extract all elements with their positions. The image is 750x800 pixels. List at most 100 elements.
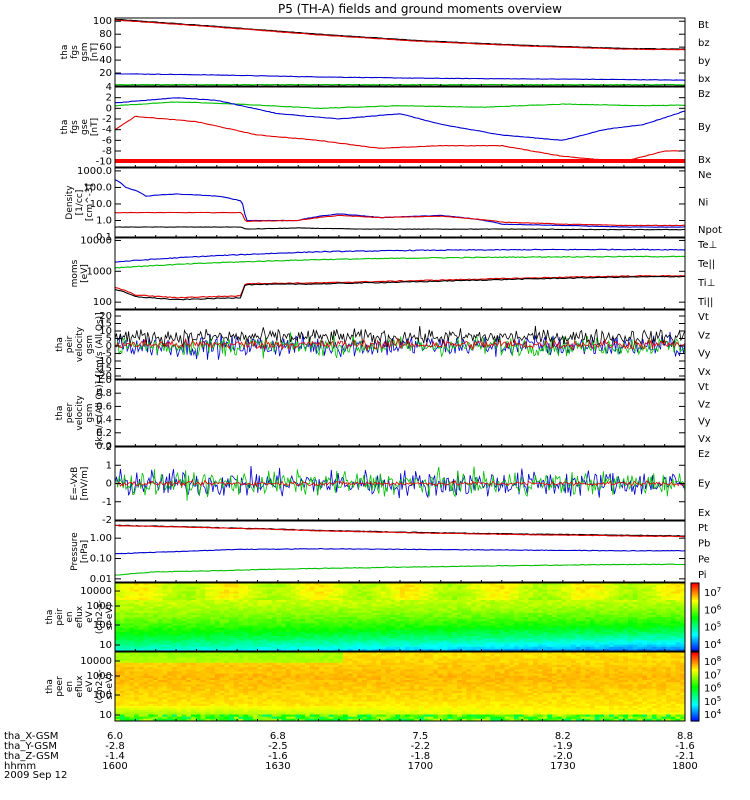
colorbar-step — [691, 583, 699, 586]
y-axis-label: moms — [70, 259, 80, 287]
colorbar-step — [691, 628, 699, 632]
y-axis-label: [km/s (All Qs)] — [95, 312, 105, 376]
x-row-label: hhmm — [4, 761, 36, 772]
y-axis-label: tha — [60, 120, 70, 135]
legend-entry: Ni — [698, 198, 708, 209]
legend-entry: Npot — [698, 225, 722, 236]
y-tick-label: -5 — [102, 349, 112, 360]
spectrogram-image — [115, 652, 685, 721]
y-tick-label: 0.2 — [96, 428, 112, 439]
colorbar-step — [691, 702, 699, 705]
y-tick-label: -20 — [96, 371, 112, 382]
legend-entry: Ne — [698, 170, 712, 181]
legend-entry: Ey — [698, 479, 710, 490]
colorbar-step — [691, 598, 699, 601]
y-tick-label: -1 — [102, 497, 112, 508]
colorbar-step — [691, 593, 699, 596]
colorbar-label: 104 — [704, 638, 722, 651]
colorbar-step — [691, 640, 699, 644]
colorbar-step — [691, 681, 699, 684]
y-axis-label: sr-eV) — [105, 604, 115, 630]
y-tick-label: 1000.0 — [77, 166, 112, 177]
y-tick-label: 1.0 — [96, 375, 112, 386]
legend-entry: Pi — [698, 570, 707, 581]
y-tick-label: 1000 — [87, 601, 112, 612]
y-tick-label: -15 — [96, 364, 112, 375]
y-tick-label: 0.8 — [96, 388, 112, 399]
colorbar-step — [691, 695, 699, 698]
colorbar-step — [691, 634, 699, 637]
series-ne-line — [115, 211, 685, 227]
y-axis-label: tha — [55, 406, 65, 421]
y-tick-label: 80 — [99, 29, 112, 40]
series-bx-line — [115, 73, 685, 81]
x-row-value: -1.4 — [105, 751, 125, 762]
series-pe-line — [115, 563, 685, 576]
x-row-label: tha_X-GSM — [4, 731, 58, 742]
x-row-value: 8.8 — [677, 731, 693, 742]
legend-entry: Ez — [698, 449, 710, 460]
y-axis-label: eflux — [75, 675, 85, 698]
colorbar-step — [691, 632, 699, 635]
colorbar-step — [691, 690, 699, 693]
x-row-value: -2.0 — [553, 751, 573, 762]
colorbar-step — [691, 611, 699, 615]
series-ey-line — [115, 466, 685, 501]
colorbar-label: 108 — [704, 655, 721, 668]
y-axis-label: velocity — [75, 326, 85, 362]
spectrogram-image — [115, 583, 685, 651]
colorbar-step — [691, 588, 699, 591]
y-tick-label: 1.0 — [96, 215, 112, 226]
x-row-label: tha_Y-GSM — [4, 741, 57, 752]
y-axis-label: peer — [65, 402, 75, 423]
x-row-value: -1.8 — [411, 751, 431, 762]
colorbar-step — [691, 647, 699, 650]
panel-8: 0.01 0.10 1.00 Pressure [nPa] Pt Pb Pe Pi — [70, 520, 710, 585]
colorbar-step — [691, 625, 699, 628]
colorbar-step — [691, 591, 699, 594]
colorbar-step — [691, 618, 699, 621]
colorbar-step — [691, 615, 699, 618]
y-axis-label: tha — [45, 610, 55, 625]
y-tick-label: 0.1 — [96, 232, 112, 243]
colorbar-frame — [690, 651, 700, 722]
colorbar-step — [691, 605, 699, 608]
series-bt-line — [115, 18, 685, 50]
colorbar-step — [691, 696, 699, 700]
colorbar-label: 106 — [704, 682, 722, 695]
series-ti-line — [115, 255, 685, 269]
series-ex-line — [115, 465, 685, 499]
panel-6: 0.0 0.2 0.4 0.6 0.8 1.0 tha peer velocity gsm [km/… — [55, 375, 711, 452]
y-axis-label: eflux — [75, 605, 85, 628]
colorbar-step — [691, 705, 699, 708]
colorbar-step — [691, 693, 699, 696]
colorbar-step — [691, 671, 699, 674]
x-row-value: 1630 — [265, 761, 290, 772]
legend-entry: by — [698, 56, 710, 67]
colorbar-step — [691, 703, 699, 707]
y-axis-label: (cm2-s- — [95, 600, 105, 634]
y-axis-label: en — [65, 681, 75, 692]
y-axis-label: fgs — [70, 120, 80, 134]
y-tick-label: -6 — [102, 135, 112, 146]
colorbar-step — [691, 674, 699, 677]
colorbar-step — [691, 589, 699, 593]
colorbar-label: 105 — [704, 695, 721, 708]
colorbar-step — [691, 610, 699, 613]
colorbar-step — [691, 679, 699, 682]
legend-entry: Vy — [698, 349, 711, 360]
y-axis-label: [km/s (All Qs)] — [95, 381, 105, 445]
y-tick-label: 2 — [106, 93, 112, 104]
colorbar-step — [691, 662, 699, 665]
plot-area — [115, 97, 685, 163]
y-tick-label: -2 — [102, 114, 112, 125]
colorbar-step — [691, 620, 699, 623]
series-npot-line — [115, 179, 685, 228]
y-axis-label: [nT] — [90, 43, 100, 61]
y-tick-label: 20 — [99, 311, 112, 322]
colorbar-step — [691, 669, 699, 672]
x-row-value: -1.6 — [268, 751, 288, 762]
